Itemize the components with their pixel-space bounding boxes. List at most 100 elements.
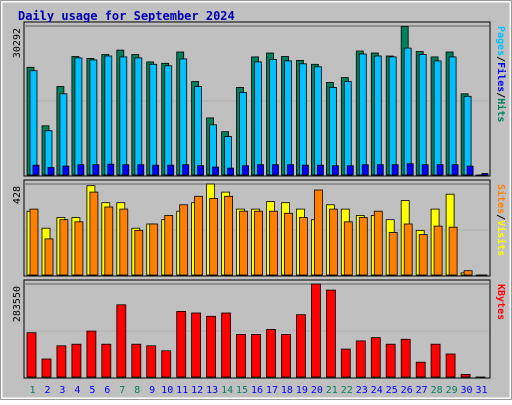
series-label-part: / bbox=[495, 214, 506, 220]
x-tick-label-4: 4 bbox=[74, 385, 80, 396]
bar-pages-day-25 bbox=[391, 164, 399, 176]
bar-sites-day-17 bbox=[269, 210, 278, 276]
x-tick-label-22: 22 bbox=[341, 385, 353, 396]
bar-files-day-27 bbox=[418, 54, 427, 176]
bar-pages-day-24 bbox=[376, 164, 384, 176]
x-tick-label-23: 23 bbox=[356, 385, 368, 396]
x-tick-label-14: 14 bbox=[221, 385, 233, 396]
bar-pages-day-17 bbox=[272, 164, 279, 176]
bar-sites-day-24 bbox=[373, 210, 383, 276]
bar-sites-day-30 bbox=[463, 270, 473, 276]
bar-pages-day-18 bbox=[287, 164, 294, 176]
bar-pages-day-4 bbox=[77, 164, 85, 176]
bar-files-day-8 bbox=[134, 57, 143, 176]
bar-pages-day-9 bbox=[152, 164, 160, 176]
panel-middle-series-label: Sites/Visits bbox=[495, 184, 507, 256]
bar-sites-day-23 bbox=[358, 217, 368, 276]
panel-top-ymax-label: 30292 bbox=[12, 28, 23, 58]
bar-files-day-30 bbox=[463, 95, 472, 176]
bar-sites-day-11 bbox=[179, 204, 189, 276]
x-tick-label-8: 8 bbox=[134, 385, 140, 396]
series-label-part: Sites bbox=[495, 184, 507, 214]
bar-kbytes-day-19 bbox=[295, 314, 306, 378]
bar-sites-day-27 bbox=[418, 234, 428, 276]
bar-files-day-24 bbox=[373, 55, 382, 176]
bar-pages-day-26 bbox=[406, 163, 414, 176]
bar-kbytes-day-25 bbox=[385, 343, 396, 378]
chart-title: Daily usage for September 2024 bbox=[18, 9, 235, 23]
bar-pages-day-3 bbox=[62, 165, 70, 176]
bar-sites-day-7 bbox=[119, 208, 129, 276]
x-tick-label-24: 24 bbox=[371, 385, 383, 396]
x-tick-label-1: 1 bbox=[29, 385, 35, 396]
bar-files-day-18 bbox=[284, 60, 292, 176]
bar-kbytes-day-4 bbox=[71, 343, 82, 378]
bar-kbytes-day-27 bbox=[415, 361, 426, 378]
bar-sites-day-12 bbox=[194, 195, 204, 276]
x-tick-label-28: 28 bbox=[431, 385, 443, 396]
bar-sites-day-10 bbox=[164, 215, 174, 276]
x-tick-label-13: 13 bbox=[206, 385, 218, 396]
bar-kbytes-day-22 bbox=[340, 348, 351, 378]
bar-pages-day-20 bbox=[316, 164, 324, 176]
bar-sites-day-22 bbox=[343, 221, 353, 276]
series-sites bbox=[29, 189, 488, 277]
bar-files-day-16 bbox=[254, 61, 262, 176]
bar-pages-day-28 bbox=[436, 164, 444, 176]
bar-kbytes-day-14 bbox=[221, 312, 232, 378]
series-pages bbox=[32, 163, 489, 176]
bar-pages-day-22 bbox=[346, 165, 354, 176]
bar-sites-day-9 bbox=[149, 223, 159, 276]
bar-sites-day-3 bbox=[59, 219, 69, 276]
bar-sites-day-15 bbox=[239, 210, 248, 276]
bar-files-day-15 bbox=[239, 92, 247, 176]
bar-kbytes-day-1 bbox=[26, 332, 37, 378]
bar-files-day-17 bbox=[269, 59, 277, 176]
bar-sites-day-20 bbox=[313, 189, 323, 276]
x-tick-label-31: 31 bbox=[475, 385, 487, 396]
x-tick-label-5: 5 bbox=[89, 385, 95, 396]
x-tick-label-19: 19 bbox=[296, 385, 308, 396]
bar-files-day-3 bbox=[59, 93, 68, 176]
x-tick-label-18: 18 bbox=[281, 385, 293, 396]
bar-sites-day-14 bbox=[224, 195, 234, 276]
bar-pages-day-5 bbox=[92, 164, 100, 176]
x-tick-label-21: 21 bbox=[326, 385, 338, 396]
x-tick-label-29: 29 bbox=[446, 385, 458, 396]
bar-kbytes-day-29 bbox=[445, 353, 456, 378]
bar-files-day-4 bbox=[74, 57, 83, 176]
bar-files-day-7 bbox=[119, 56, 128, 176]
bar-sites-day-19 bbox=[298, 217, 308, 276]
bar-pages-day-27 bbox=[421, 164, 429, 176]
bar-kbytes-day-13 bbox=[206, 315, 217, 378]
bar-files-day-1 bbox=[29, 70, 38, 176]
bar-files-day-29 bbox=[448, 56, 457, 176]
x-tick-label-9: 9 bbox=[149, 385, 155, 396]
bar-files-day-22 bbox=[343, 81, 352, 176]
bar-kbytes-day-9 bbox=[146, 345, 157, 378]
bar-sites-day-16 bbox=[254, 210, 263, 276]
bar-pages-day-11 bbox=[182, 164, 190, 176]
panel-bottom: 283550 KBytes bbox=[12, 279, 506, 379]
bar-kbytes-day-16 bbox=[251, 333, 261, 378]
bar-kbytes-day-20 bbox=[310, 283, 321, 378]
bar-files-day-21 bbox=[328, 87, 337, 176]
bar-kbytes-day-18 bbox=[281, 333, 291, 378]
x-tick-label-6: 6 bbox=[104, 385, 110, 396]
x-tick-label-27: 27 bbox=[416, 385, 428, 396]
x-tick-label-30: 30 bbox=[460, 385, 472, 396]
bar-files-day-26 bbox=[403, 47, 412, 176]
x-tick-label-11: 11 bbox=[176, 385, 188, 396]
panel-bottom-ymax-label: 283550 bbox=[12, 286, 23, 322]
bar-kbytes-day-28 bbox=[430, 343, 441, 378]
bar-kbytes-day-30 bbox=[460, 373, 471, 378]
bar-sites-day-21 bbox=[328, 208, 338, 276]
bar-files-day-25 bbox=[388, 56, 397, 176]
bar-kbytes-day-3 bbox=[56, 345, 67, 378]
bar-files-day-6 bbox=[104, 55, 113, 176]
series-label-part: Visits bbox=[495, 220, 507, 256]
bar-kbytes-day-15 bbox=[236, 333, 246, 378]
series-label-part: Files bbox=[495, 62, 507, 92]
